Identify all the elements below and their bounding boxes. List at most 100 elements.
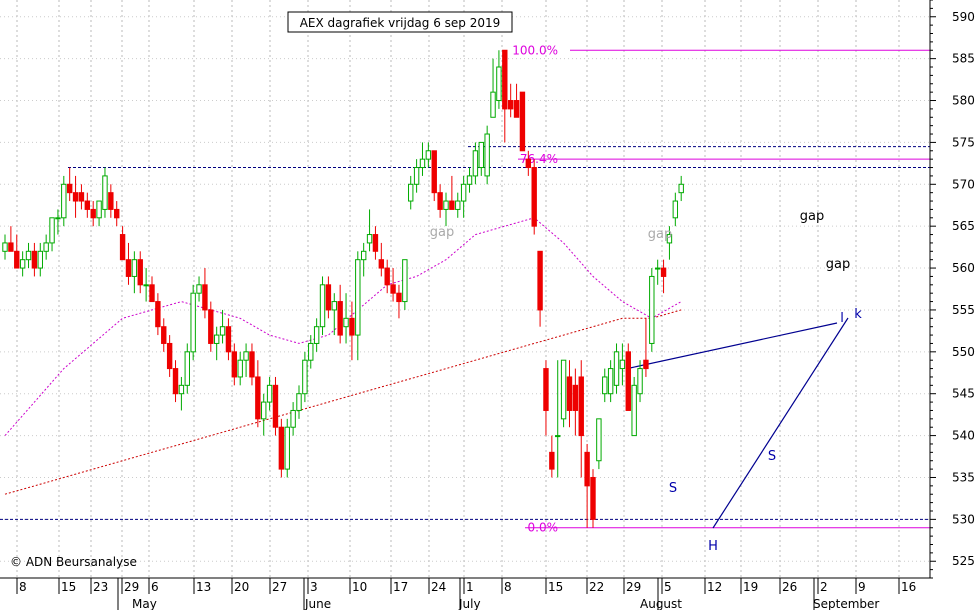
candle xyxy=(225,318,232,361)
candle xyxy=(402,259,408,310)
candle-body xyxy=(231,351,238,378)
candle-body xyxy=(131,259,138,277)
candle xyxy=(408,175,414,210)
candle-body xyxy=(431,150,437,194)
candle xyxy=(78,184,85,210)
y-tick-label: 530 xyxy=(952,512,975,526)
candle-body xyxy=(413,167,420,185)
candle-body xyxy=(637,368,643,395)
candle xyxy=(596,418,602,470)
x-tick-label: 3 xyxy=(310,580,318,594)
candle-body xyxy=(325,284,332,311)
candle-body xyxy=(172,368,179,395)
candle-body xyxy=(266,384,273,403)
candle-body xyxy=(660,267,667,277)
candle-body xyxy=(449,200,455,210)
candle-body xyxy=(590,476,596,520)
candle xyxy=(472,142,479,185)
candle xyxy=(19,251,26,277)
candle-body xyxy=(560,359,567,420)
y-tick-label: 550 xyxy=(952,345,975,359)
candle-body xyxy=(366,234,373,244)
candle xyxy=(631,376,637,437)
candle xyxy=(390,268,396,302)
candle-body xyxy=(90,208,96,219)
candle-body xyxy=(443,200,449,210)
candle xyxy=(66,167,73,202)
candle xyxy=(172,360,179,403)
candle-body xyxy=(284,426,290,470)
candle-body xyxy=(66,183,73,194)
candle xyxy=(190,284,196,361)
candle-body xyxy=(196,284,202,294)
y-tick-label: 565 xyxy=(952,219,975,233)
annotation-label: S xyxy=(768,449,776,464)
candle-body xyxy=(378,259,385,269)
candle-body xyxy=(19,259,26,269)
candle-body xyxy=(96,200,102,219)
annotation-label: gap xyxy=(800,209,824,224)
candle xyxy=(419,142,426,176)
candle xyxy=(660,259,667,294)
annotation-label: gap xyxy=(430,225,454,240)
candle xyxy=(202,268,208,319)
candle-body xyxy=(355,259,361,336)
candle-body xyxy=(425,150,432,160)
candle-body xyxy=(619,359,626,370)
candle xyxy=(284,418,290,478)
candle-body xyxy=(243,351,249,361)
x-tick-label: 29 xyxy=(124,580,139,594)
candle xyxy=(325,276,332,319)
candle-body xyxy=(631,384,637,437)
annotation-label: l xyxy=(840,311,844,326)
candle xyxy=(572,368,579,436)
candle xyxy=(143,268,149,302)
x-tick-label: 16 xyxy=(901,580,916,594)
candle xyxy=(525,150,532,176)
candle-body xyxy=(149,284,155,303)
candle-body xyxy=(155,301,161,328)
candle xyxy=(72,175,79,218)
annotation-label: gap xyxy=(826,257,850,272)
x-tick-label: 9 xyxy=(858,580,866,594)
candle xyxy=(84,192,91,218)
candle-body xyxy=(72,192,79,202)
candle-body xyxy=(137,259,143,286)
candle xyxy=(37,242,43,277)
ma-short-line xyxy=(4,217,682,436)
candle xyxy=(96,200,102,227)
y-tick-label: 535 xyxy=(952,470,975,484)
y-tick-label: 570 xyxy=(952,177,975,191)
candle-body xyxy=(549,451,555,470)
candle xyxy=(55,209,61,235)
candle xyxy=(502,49,508,143)
candle-body xyxy=(578,376,584,437)
candle xyxy=(519,91,526,152)
candle xyxy=(296,385,302,419)
candle-body xyxy=(472,150,479,177)
candle xyxy=(431,150,437,202)
trend-lines xyxy=(629,317,849,529)
candle-body xyxy=(249,351,255,378)
candle xyxy=(413,159,420,193)
candle-body xyxy=(31,250,38,269)
x-tick-label: 23 xyxy=(93,580,108,594)
candle-body xyxy=(84,200,91,210)
candle-body xyxy=(37,250,43,269)
candle-body xyxy=(419,158,426,169)
candle-body xyxy=(190,292,196,353)
candle xyxy=(602,368,608,403)
candle xyxy=(61,175,67,227)
candles xyxy=(2,49,684,528)
candle xyxy=(255,360,261,428)
x-tick-label: 15 xyxy=(61,580,76,594)
candle xyxy=(243,343,249,377)
candle-body xyxy=(290,409,296,428)
title-frame xyxy=(287,11,513,33)
candle xyxy=(537,250,543,327)
moving-averages xyxy=(4,217,682,495)
candle xyxy=(490,58,496,118)
candle-body xyxy=(531,167,537,227)
candle xyxy=(25,242,32,269)
